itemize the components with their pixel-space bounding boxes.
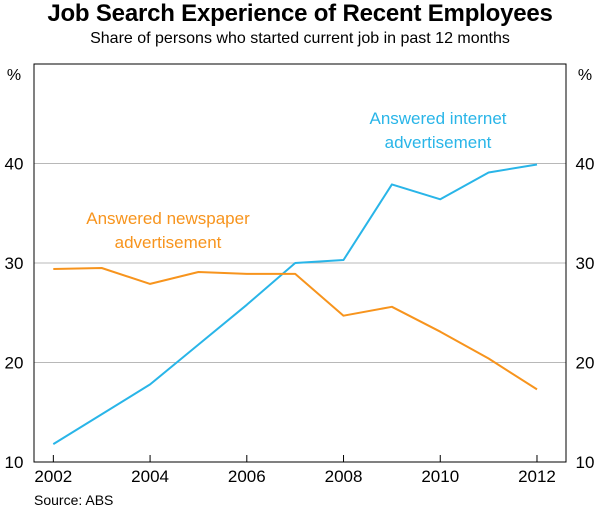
series-label-internet: advertisement (385, 133, 492, 152)
x-tick-label-2002: 2002 (34, 467, 72, 486)
y-tick-label-right: 20 (576, 354, 595, 373)
chart-title: Job Search Experience of Recent Employee… (47, 0, 553, 27)
x-tick-label-2012: 2012 (518, 467, 556, 486)
y-tick-label-left: 10 (5, 453, 24, 472)
y-tick-label-right: 30 (576, 254, 595, 273)
series-line-internet (52, 163, 538, 445)
tick-labels: 10 10 20 20 30 30 40 40 2002 2004 2006 2008 2010 2012 (5, 155, 595, 487)
series-label-newspaper: advertisement (115, 233, 222, 252)
y-tick-label-right: 10 (576, 453, 595, 472)
chart-subtitle: Share of persons who started current job… (90, 30, 510, 47)
y-unit-right: % (578, 67, 592, 84)
y-tick-label-right: 40 (576, 155, 595, 174)
series-line-newspaper (53, 267, 538, 391)
y-tick-label-left: 30 (5, 254, 24, 273)
series-label-newspaper: Answered newspaper (86, 209, 250, 228)
y-unit-left: % (7, 67, 21, 84)
series-lines (52, 163, 538, 445)
x-tick-label-2006: 2006 (228, 467, 266, 486)
series-labels: Answered internet advertisement Answered n… (86, 109, 507, 252)
x-tick-label-2004: 2004 (131, 467, 169, 486)
y-tick-label-left: 20 (5, 354, 24, 373)
series-label-internet: Answered internet (369, 109, 506, 128)
chart-source: Source: ABS (34, 492, 114, 508)
plot-frame (33, 63, 567, 463)
y-tick-label-left: 40 (5, 155, 24, 174)
x-tick-label-2008: 2008 (325, 467, 363, 486)
x-tick-label-2010: 2010 (421, 467, 459, 486)
